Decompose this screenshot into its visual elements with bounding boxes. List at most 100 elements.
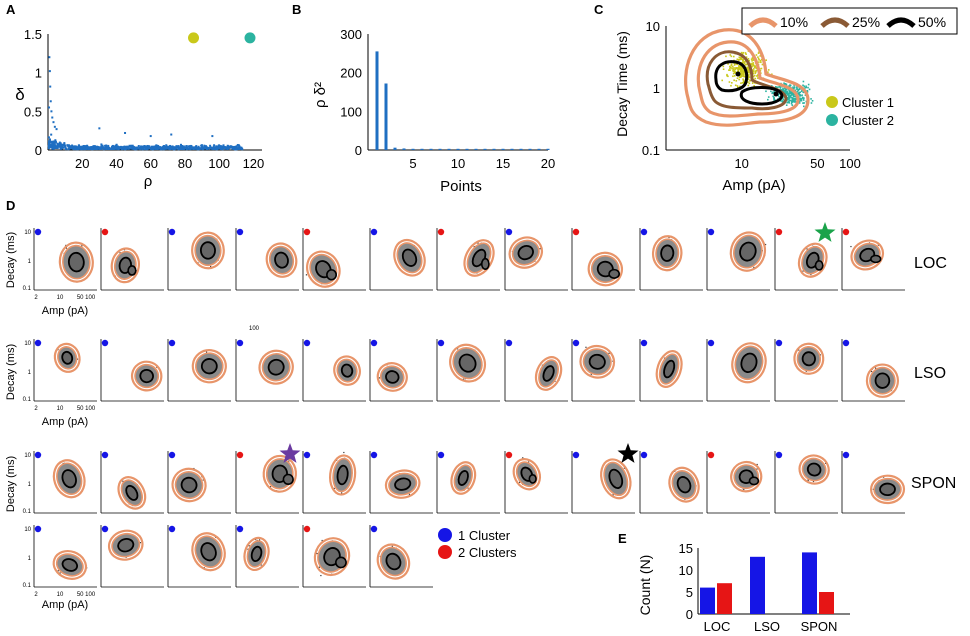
cluster-count-dot <box>168 525 176 533</box>
a-point <box>227 145 230 148</box>
d-contour-outer <box>265 242 298 278</box>
d-ytick-label: 0.1 <box>23 397 32 403</box>
d-contour-inner <box>385 370 400 384</box>
c-point <box>792 87 794 90</box>
c-point <box>802 105 805 108</box>
a-point <box>52 140 55 143</box>
c-point <box>806 89 809 92</box>
cluster-count-dot <box>640 451 648 459</box>
d-point <box>812 480 815 483</box>
a-point <box>118 147 121 150</box>
d-contour-outer <box>508 236 544 269</box>
a-point <box>165 144 168 147</box>
c-point <box>743 70 745 73</box>
c-point <box>736 67 739 69</box>
d-mini-plot <box>504 228 568 291</box>
c-point <box>804 87 806 89</box>
a-point <box>77 145 80 148</box>
d-point <box>210 265 212 268</box>
a-point <box>57 144 60 147</box>
c-point <box>741 67 744 70</box>
a-point <box>232 146 235 149</box>
c-point <box>782 88 785 91</box>
c-point <box>783 82 785 85</box>
c-point <box>786 92 788 94</box>
d-point <box>139 542 142 544</box>
c-point <box>791 98 794 101</box>
c-point <box>747 74 750 77</box>
a-point <box>153 145 156 148</box>
panel-c-contour-legend: 10% 25% 50% <box>741 7 958 35</box>
panel-a-letter: A <box>6 2 16 17</box>
d-mini-plot <box>774 339 838 402</box>
black-star-icon <box>617 443 639 463</box>
d-contour-inner <box>874 372 891 389</box>
d-contour-outer <box>450 461 477 495</box>
panel-a-ylabel: δ <box>15 85 24 104</box>
d-contour-inner <box>394 477 412 491</box>
d-mini-plot <box>841 228 905 291</box>
d-contour-inner <box>336 464 349 486</box>
c-point <box>751 65 753 68</box>
c-point <box>752 63 755 66</box>
c-point <box>739 75 741 78</box>
d-contour-outer <box>191 532 226 572</box>
d-mini-plot <box>235 525 299 588</box>
c-point <box>803 102 805 104</box>
d-xtick-label: 2 <box>34 592 38 598</box>
a-point <box>87 148 90 151</box>
contour-25pct <box>705 50 788 111</box>
a-point <box>216 147 219 150</box>
d-contour-second <box>748 476 760 486</box>
a-point <box>169 147 172 150</box>
a-xtick-label: 40 <box>109 156 123 171</box>
d-contour-outer <box>651 235 683 272</box>
c-point <box>790 102 793 105</box>
c-point <box>738 66 740 68</box>
c-point <box>771 73 773 76</box>
d-point <box>333 487 335 490</box>
d-point <box>539 248 541 250</box>
a-point <box>54 139 57 142</box>
a-point <box>144 145 147 148</box>
a-point <box>228 146 231 149</box>
d-point <box>623 467 625 469</box>
panel-c-letter: C <box>594 2 604 17</box>
c-point <box>728 81 731 83</box>
a-point <box>59 143 62 146</box>
d-mini-plot <box>706 451 770 514</box>
d-mini-plot <box>571 339 635 402</box>
c-point <box>773 99 775 101</box>
c-point <box>788 98 790 100</box>
c-point <box>745 56 748 58</box>
d-contour-inner <box>340 363 354 378</box>
d-mini-plot <box>235 228 299 291</box>
c-point <box>740 57 743 60</box>
d-contour-outer <box>58 241 94 283</box>
c-point <box>810 102 813 104</box>
a-point <box>238 145 241 148</box>
c-point <box>751 57 754 60</box>
d-point <box>527 461 530 463</box>
c-point <box>748 71 751 74</box>
c-point <box>742 60 744 62</box>
a-point <box>171 147 174 150</box>
a-point <box>115 147 118 150</box>
c-point <box>784 88 787 91</box>
cluster-count-dot <box>842 228 850 236</box>
a-point <box>149 135 152 138</box>
a-point <box>165 146 168 149</box>
a-point <box>160 148 163 151</box>
c-point <box>751 57 754 59</box>
cluster-count-dot <box>236 451 244 459</box>
c-point <box>802 80 805 83</box>
cluster-count-dot <box>34 339 42 347</box>
a-point <box>201 148 204 151</box>
c-point <box>731 67 733 70</box>
c-point <box>798 91 801 94</box>
c-ytick-label: 0.1 <box>642 143 660 158</box>
d-mini-plot <box>841 339 905 402</box>
a-point <box>154 145 157 148</box>
